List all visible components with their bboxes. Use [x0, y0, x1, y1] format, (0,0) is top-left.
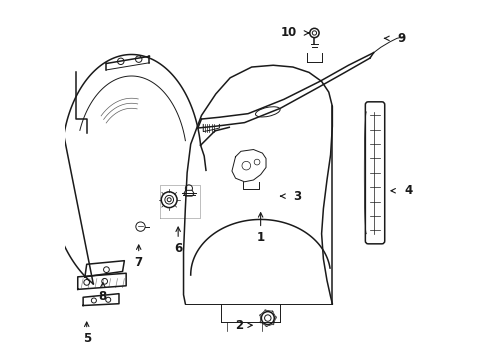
Text: 2: 2	[235, 319, 243, 332]
Text: 4: 4	[403, 184, 411, 197]
Text: 3: 3	[292, 190, 301, 203]
Text: 10: 10	[280, 27, 296, 40]
Text: 8: 8	[99, 290, 107, 303]
Text: 7: 7	[134, 256, 142, 269]
Text: 6: 6	[174, 242, 182, 255]
Text: 5: 5	[82, 332, 91, 345]
Text: 1: 1	[256, 231, 264, 244]
Polygon shape	[183, 190, 194, 196]
Text: 9: 9	[396, 32, 405, 45]
